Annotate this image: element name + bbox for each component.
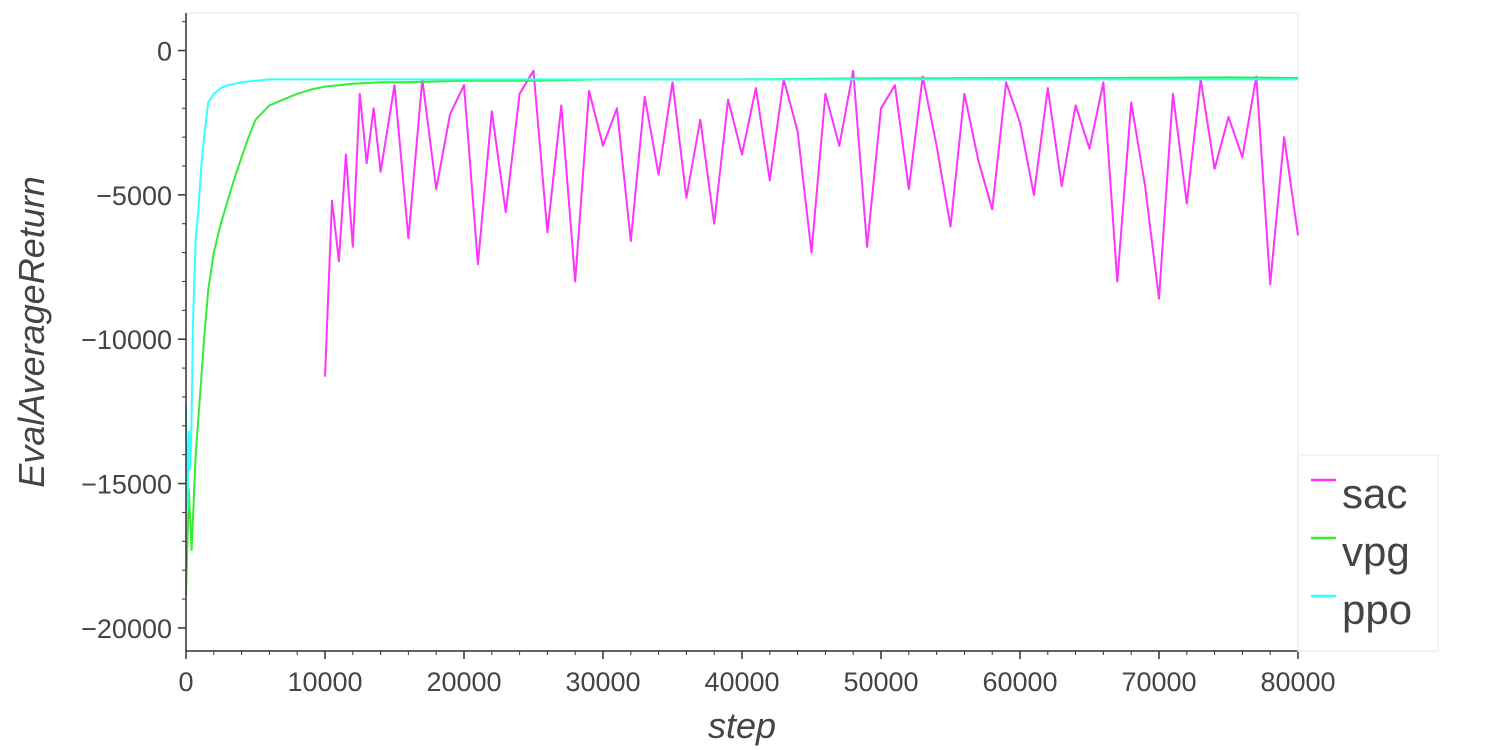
y-tick-label: 0 (157, 37, 172, 67)
series-line-ppo (185, 78, 1298, 511)
legend: sac vpg ppo (1297, 454, 1439, 652)
x-tick-label: 0 (178, 667, 193, 697)
x-tick-label: 30000 (565, 667, 640, 697)
x-tick-label: 10000 (287, 667, 362, 697)
y-tick-label: −15000 (81, 470, 172, 500)
y-tick-label: −10000 (81, 325, 172, 355)
x-ticks: 0 10000 20000 30000 40000 50000 60000 70000 8000… (178, 651, 1336, 697)
x-tick-label: 80000 (1260, 667, 1335, 697)
legend-label-vpg: vpg (1342, 528, 1410, 575)
x-tick-label: 70000 (1121, 667, 1196, 697)
series-line-vpg (185, 76, 1299, 597)
x-tick-label: 40000 (704, 667, 779, 697)
x-tick-label: 50000 (843, 667, 918, 697)
y-axis-title: EvalAverageReturn (11, 176, 52, 488)
legend-label-ppo: ppo (1342, 586, 1412, 633)
legend-items: sac vpg ppo (1311, 470, 1412, 633)
legend-box (1297, 454, 1439, 652)
legend-label-sac: sac (1342, 470, 1407, 517)
x-axis-title: step (708, 705, 776, 746)
y-ticks: 0 −5000 −10000 −15000 −20000 (81, 21, 186, 644)
y-tick-label: −5000 (96, 181, 172, 211)
x-tick-label: 60000 (982, 667, 1057, 697)
x-tick-label: 20000 (426, 667, 501, 697)
series-layer (185, 69, 1299, 597)
y-tick-label: −20000 (81, 614, 172, 644)
